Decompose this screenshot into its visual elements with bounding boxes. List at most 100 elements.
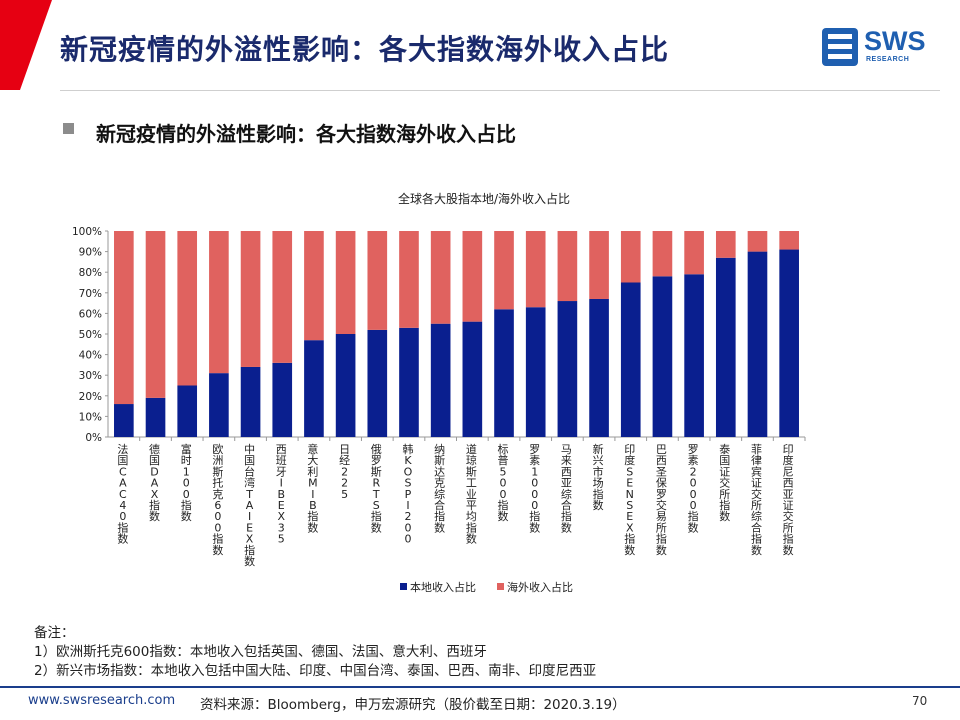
legend-label: 海外收入占比 — [507, 580, 573, 594]
header: 新冠疫情的外溢性影响：各大指数海外收入占比 SWS RESEARCH — [0, 0, 960, 90]
page-title: 新冠疫情的外溢性影响：各大指数海外收入占比 — [60, 33, 670, 66]
bar-overseas-revenue — [399, 231, 419, 328]
x-tick-label: 俄罗斯 R T S 指数 — [371, 443, 382, 534]
bar-overseas-revenue — [335, 231, 356, 334]
bar-overseas-revenue — [715, 231, 736, 258]
section-subtitle: 新冠疫情的外溢性影响：各大指数海外收入占比 — [96, 122, 516, 146]
bar-local-revenue — [114, 404, 134, 437]
bar-overseas-revenue — [462, 231, 483, 322]
bar-overseas-revenue — [114, 231, 134, 405]
bar-local-revenue — [430, 323, 451, 437]
bar-local-revenue — [399, 327, 419, 437]
y-tick-label: 0% — [85, 432, 102, 444]
x-tick-label: 罗素 2 0 0 0 指数 — [688, 443, 699, 534]
x-tick-label: 德国 D A X 指数 — [149, 442, 160, 523]
bar-overseas-revenue — [272, 231, 293, 363]
bar-local-revenue — [557, 301, 578, 437]
x-tick-label: 纳斯达克综合指数 — [434, 443, 445, 534]
x-tick-label: 印度 S E N S E X 指数 — [624, 443, 635, 557]
x-tick-label: 欧洲斯托克 6 0 0 指数 — [212, 443, 223, 557]
bar-overseas-revenue — [177, 231, 198, 386]
legend-label: 本地收入占比 — [410, 580, 476, 594]
bar-local-revenue — [272, 362, 293, 437]
x-tick-label: 印度尼西亚证交所指数 — [783, 443, 794, 557]
page-number: 70 — [912, 694, 928, 708]
notes-line-1: 1）欧洲斯托克600指数：本地收入包括英国、德国、法国、意大利、西班牙 — [34, 644, 487, 660]
y-tick-label: 60% — [79, 308, 102, 320]
notes-line-2: 2）新兴市场指数：本地收入包括中国大陆、印度、中国台湾、泰国、巴西、南非、印度尼… — [34, 663, 597, 679]
bar-overseas-revenue — [557, 231, 578, 302]
bar-local-revenue — [715, 257, 736, 437]
stacked-bar-chart: 全球各大股指本地/海外收入占比 0% 10% 20% 30% 40% 50% 60% 70% 80… — [72, 191, 806, 594]
bar-overseas-revenue — [367, 231, 388, 330]
bar-local-revenue — [494, 309, 514, 437]
bar-local-revenue — [462, 321, 483, 437]
notes-heading: 备注： — [34, 625, 75, 641]
x-tick-label: 菲律宾证交所综合指数 — [751, 443, 762, 557]
bar-local-revenue — [684, 274, 704, 437]
y-tick-label: 70% — [79, 288, 102, 300]
bar-overseas-revenue — [240, 231, 261, 367]
bar-overseas-revenue — [494, 231, 514, 310]
x-tick-label: 标普 5 0 0 指数 — [498, 442, 509, 523]
legend-swatch — [497, 583, 504, 590]
bar-overseas-revenue — [747, 231, 768, 252]
x-tick-label: 马来西亚综合指数 — [561, 443, 572, 534]
bar-local-revenue — [209, 373, 229, 437]
y-tick-label: 90% — [79, 247, 102, 259]
y-tick-label: 50% — [79, 329, 102, 341]
bar-overseas-revenue — [430, 231, 451, 324]
bar-local-revenue — [304, 340, 324, 437]
x-tick-label: 日经 2 2 5 — [339, 443, 350, 501]
y-tick-label: 10% — [79, 411, 102, 423]
x-tick-label: 巴西圣保罗交易所指数 — [656, 443, 667, 557]
footer-url-link[interactable]: www.swsresearch.com — [28, 693, 176, 708]
bar-local-revenue — [525, 307, 546, 437]
bar-overseas-revenue — [620, 231, 641, 283]
square-bullet-icon — [63, 123, 74, 134]
y-tick-label: 40% — [79, 350, 102, 362]
x-tick-label: 道琼斯工业平均指数 — [466, 442, 477, 546]
bar-local-revenue — [335, 334, 356, 437]
bar-local-revenue — [145, 397, 166, 437]
bar-overseas-revenue — [652, 231, 673, 277]
legend-swatch — [400, 583, 407, 590]
bar-local-revenue — [367, 329, 388, 437]
bar-overseas-revenue — [589, 231, 609, 299]
bar-local-revenue — [747, 251, 768, 437]
header-divider — [60, 90, 940, 91]
bar-local-revenue — [589, 298, 609, 437]
bar-local-revenue — [177, 385, 198, 437]
x-tick-label: 罗素 1 0 0 0 指数 — [529, 443, 540, 534]
logo-text: SWS — [864, 26, 926, 56]
x-tick-label: 意大利 M I B 指数 — [307, 442, 318, 534]
x-tick-label: 新兴市场指数 — [593, 442, 604, 512]
sws-logo: SWS RESEARCH — [820, 26, 940, 72]
logo-subtext: RESEARCH — [866, 56, 910, 63]
x-tick-label: 富时 1 0 0 指数 — [181, 442, 192, 523]
y-tick-label: 80% — [79, 267, 102, 279]
x-tick-label: 西班牙 I B E X 3 5 — [276, 443, 287, 546]
red-accent-shape — [0, 0, 52, 90]
x-tick-label: 中国台湾 T A I E X 指数 — [244, 443, 255, 568]
y-tick-label: 30% — [79, 370, 102, 382]
bar-local-revenue — [652, 276, 673, 437]
footer-source: 资料来源：Bloomberg，申万宏源研究（股价截至日期：2020.3.19） — [200, 697, 626, 713]
bar-local-revenue — [779, 249, 799, 437]
bar-overseas-revenue — [304, 231, 324, 341]
bar-overseas-revenue — [145, 231, 166, 398]
bar-overseas-revenue — [525, 231, 546, 308]
x-tick-label: 法国 C A C 4 0 指数 — [117, 442, 128, 546]
logo-icon — [822, 28, 858, 66]
bar-local-revenue — [240, 366, 261, 437]
bar-local-revenue — [620, 282, 641, 437]
notes: 备注： 1）欧洲斯托克600指数：本地收入包括英国、德国、法国、意大利、西班牙 … — [34, 624, 596, 681]
footer-divider — [0, 686, 960, 688]
bar-overseas-revenue — [779, 231, 799, 250]
chart-title: 全球各大股指本地/海外收入占比 — [398, 191, 570, 206]
x-tick-label: 泰国证交所指数 — [719, 442, 730, 523]
bar-overseas-revenue — [209, 231, 229, 374]
bar-overseas-revenue — [684, 231, 704, 275]
y-tick-label: 100% — [72, 226, 102, 238]
